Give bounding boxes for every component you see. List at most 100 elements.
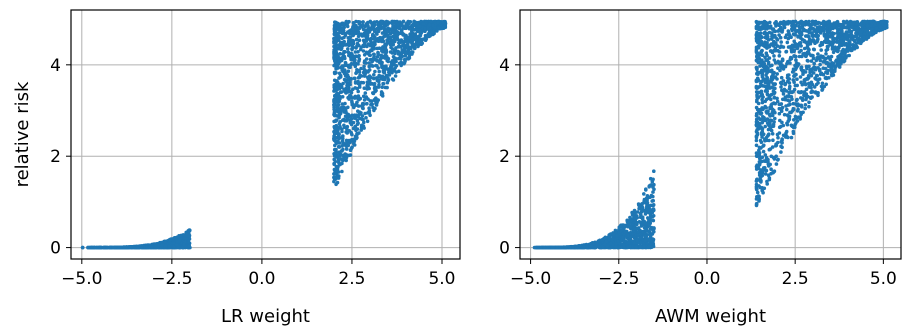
data-point	[759, 79, 763, 84]
data-point	[372, 40, 377, 45]
data-point	[830, 61, 834, 65]
data-point	[374, 63, 378, 68]
data-point	[391, 38, 395, 42]
data-point	[344, 79, 348, 83]
data-point	[403, 54, 408, 58]
data-point	[336, 176, 341, 180]
data-point	[397, 26, 402, 30]
data-point	[799, 112, 803, 117]
data-point	[367, 106, 371, 110]
data-point	[807, 64, 811, 69]
data-point	[381, 81, 385, 86]
data-point	[335, 180, 340, 185]
data-point	[558, 245, 562, 250]
data-point	[795, 77, 799, 81]
data-point	[357, 97, 361, 102]
data-point	[369, 99, 374, 103]
data-point	[761, 43, 766, 48]
data-point	[795, 83, 799, 88]
data-point	[376, 53, 380, 57]
data-point	[338, 125, 342, 130]
data-point	[789, 90, 793, 94]
data-point	[356, 79, 360, 84]
data-point	[755, 95, 759, 99]
data-point	[168, 237, 172, 242]
data-point	[334, 118, 338, 123]
data-point	[773, 101, 777, 106]
data-point	[772, 58, 777, 62]
data-point	[182, 233, 186, 237]
data-point	[386, 76, 390, 81]
data-point	[762, 143, 766, 148]
data-point	[787, 81, 792, 85]
data-point	[343, 60, 348, 65]
data-point	[393, 74, 398, 78]
data-point	[405, 43, 410, 48]
data-point	[366, 76, 370, 81]
data-point	[364, 50, 369, 55]
data-point	[336, 43, 341, 47]
y-axis-label: relative risk	[12, 81, 33, 187]
data-point	[411, 42, 416, 47]
data-point	[760, 135, 764, 139]
data-point	[407, 36, 412, 40]
data-point	[350, 47, 354, 51]
data-point	[841, 19, 846, 24]
data-point	[337, 132, 341, 136]
data-point	[638, 211, 643, 216]
data-point	[346, 39, 351, 43]
data-point	[770, 132, 775, 136]
data-point	[345, 124, 350, 129]
data-point	[357, 68, 361, 73]
data-point	[772, 96, 777, 100]
data-point	[784, 129, 789, 134]
data-point	[357, 112, 362, 117]
data-point	[341, 142, 345, 146]
data-point	[357, 59, 361, 63]
data-point	[787, 77, 791, 81]
data-point	[344, 144, 349, 148]
data-point	[760, 73, 764, 77]
data-point	[375, 27, 379, 31]
data-point	[339, 47, 343, 52]
data-point	[363, 111, 367, 116]
data-point	[410, 52, 414, 56]
data-point	[392, 19, 396, 24]
data-point	[626, 241, 631, 245]
data-point	[357, 131, 361, 135]
data-point	[397, 69, 401, 74]
data-point	[800, 37, 805, 42]
data-point	[848, 40, 852, 45]
data-point	[362, 74, 367, 78]
data-point	[360, 114, 365, 118]
lr-plot-frame	[70, 9, 461, 260]
data-point	[644, 227, 649, 232]
data-point	[348, 82, 352, 87]
data-point	[364, 37, 369, 42]
data-point	[333, 82, 338, 87]
data-point	[793, 33, 797, 37]
y-tick-label: 4	[50, 56, 61, 76]
data-point	[407, 26, 412, 31]
data-point	[332, 107, 336, 112]
data-point	[334, 61, 339, 66]
data-point	[351, 39, 356, 43]
data-point	[764, 58, 768, 63]
data-point	[415, 22, 420, 26]
data-point	[824, 52, 828, 56]
data-point	[395, 32, 399, 37]
data-point	[762, 19, 767, 24]
data-point	[826, 29, 830, 34]
data-point	[376, 98, 381, 102]
data-point	[815, 73, 819, 78]
data-point	[757, 145, 762, 150]
data-point	[768, 94, 772, 99]
data-point	[410, 37, 415, 42]
data-point	[821, 21, 825, 26]
data-point	[352, 141, 356, 146]
data-point	[773, 34, 777, 39]
data-point	[376, 66, 381, 70]
data-point	[395, 36, 400, 40]
data-point	[369, 75, 373, 80]
data-point	[847, 53, 851, 58]
